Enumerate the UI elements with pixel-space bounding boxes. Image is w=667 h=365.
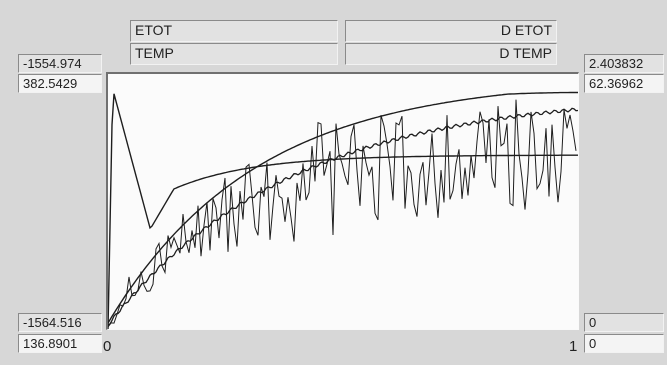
plot-canvas	[108, 91, 578, 329]
detot-min-value: 0	[584, 313, 664, 332]
detot-max-value: 2.403832	[584, 54, 664, 73]
plot-area	[106, 72, 579, 330]
dtemp-max-value: 62.36962	[584, 74, 664, 93]
etot-min-value: -1564.516	[18, 313, 102, 332]
temp-max-value: 382.5429	[18, 74, 102, 93]
etot-smooth-curve	[108, 91, 578, 324]
temp-header: TEMP	[130, 43, 338, 65]
dtemp-min-value: 0	[584, 334, 664, 353]
dtemp-noisy-curve	[108, 99, 577, 328]
detot-header: D ETOT	[345, 20, 557, 42]
dtemp-header: D TEMP	[345, 43, 557, 65]
etot-max-value: -1554.974	[18, 54, 102, 73]
etot-header: ETOT	[130, 20, 338, 42]
x-axis-end-label: 1	[569, 338, 578, 355]
temp-min-value: 136.8901	[18, 334, 102, 353]
detot-curve	[108, 93, 578, 329]
x-axis-start-label: 0	[103, 338, 112, 355]
